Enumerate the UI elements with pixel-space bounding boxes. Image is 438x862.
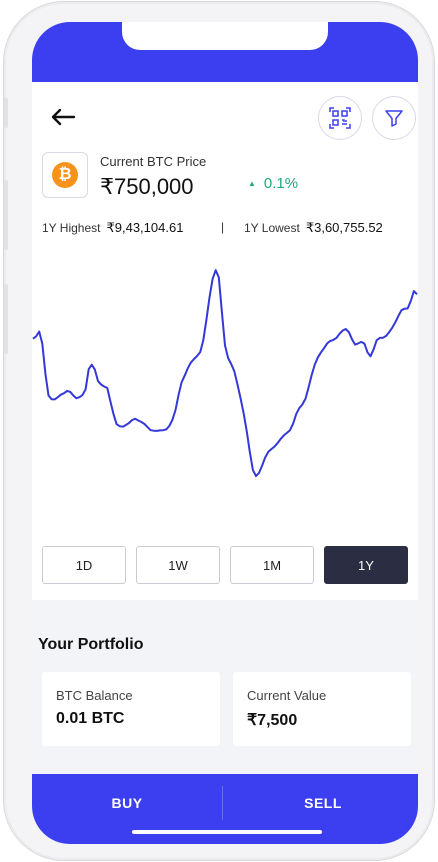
current-price: ₹750,000 [100,174,194,199]
tab-1m[interactable]: 1M [230,546,314,584]
btc-balance-label: BTC Balance [56,688,133,703]
portfolio-title: Your Portfolio [38,636,144,653]
action-divider [222,786,223,820]
arrow-left-icon [51,108,76,126]
btc-balance-card: BTC Balance 0.01 BTC [42,672,220,746]
filter-button[interactable] [372,96,416,140]
phone-volume-down-button [4,284,8,354]
phone-frame: ₿ Current BTC Price ₹750,000 ▲ 0.1% 1Y Hi… [4,2,434,860]
phone-volume-up-button [4,180,8,250]
year-high-label: 1Y Highest [42,221,101,235]
portfolio-section: Your Portfolio BTC Balance 0.01 BTC Curr… [32,600,418,780]
home-indicator [132,830,322,834]
buy-button[interactable]: BUY [111,795,143,811]
price-change-value: 0.1% [263,175,299,192]
year-low-stat: 1Y Lowest ₹3,60,755.52 [244,220,383,236]
bitcoin-icon: ₿ [52,162,78,188]
status-bar [32,22,418,82]
btc-balance-value: 0.01 BTC [56,710,125,727]
stats-separator: | [221,220,225,234]
qr-scan-button[interactable] [318,96,362,140]
time-range-tabs: 1D 1W 1M 1Y [42,546,408,584]
year-low-value: ₹3,60,755.52 [305,220,383,235]
tab-1w[interactable]: 1W [136,546,220,584]
coin-logo-box: ₿ [42,152,88,198]
tab-1d[interactable]: 1D [42,546,126,584]
price-change: ▲ 0.1% [248,175,298,192]
back-button[interactable] [48,104,78,130]
current-value-label: Current Value [247,688,327,703]
price-label: Current BTC Price [100,154,207,169]
year-low-label: 1Y Lowest [244,221,300,235]
qr-scan-icon [329,107,351,129]
price-chart [32,269,418,478]
tab-1y[interactable]: 1Y [324,546,408,584]
year-high-value: ₹9,43,104.61 [106,220,184,235]
arrow-up-icon: ▲ [248,179,256,188]
phone-notch [122,22,328,50]
current-value-card: Current Value ₹7,500 [233,672,411,746]
phone-mute-button [4,98,8,128]
filter-funnel-icon [385,110,403,127]
current-value-amount: ₹7,500 [247,712,298,729]
price-series-line [32,269,418,478]
app-screen: ₿ Current BTC Price ₹750,000 ▲ 0.1% 1Y Hi… [32,22,418,844]
sell-button[interactable]: SELL [304,795,342,811]
year-high-stat: 1Y Highest ₹9,43,104.61 [42,220,183,236]
